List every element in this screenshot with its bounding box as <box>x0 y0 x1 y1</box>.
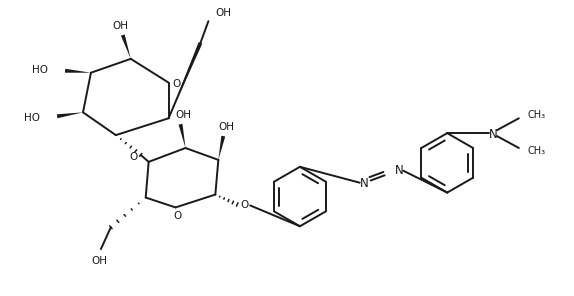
Polygon shape <box>121 34 131 59</box>
Polygon shape <box>57 112 83 118</box>
Text: O: O <box>172 79 181 89</box>
Polygon shape <box>65 69 91 73</box>
Text: CH₃: CH₃ <box>528 146 546 156</box>
Text: OH: OH <box>215 8 231 18</box>
Text: CH₃: CH₃ <box>528 110 546 120</box>
Text: HO: HO <box>24 113 40 123</box>
Text: O: O <box>130 152 138 162</box>
Polygon shape <box>169 42 202 118</box>
Text: N: N <box>360 177 369 190</box>
Polygon shape <box>218 136 225 160</box>
Text: OH: OH <box>113 21 129 31</box>
Text: O: O <box>173 211 181 221</box>
Polygon shape <box>179 124 185 148</box>
Text: OH: OH <box>91 256 107 266</box>
Text: N: N <box>395 164 404 177</box>
Text: N: N <box>488 128 498 141</box>
Text: HO: HO <box>32 65 48 75</box>
Text: OH: OH <box>176 110 192 120</box>
Text: OH: OH <box>218 122 234 132</box>
Text: O: O <box>240 200 249 210</box>
